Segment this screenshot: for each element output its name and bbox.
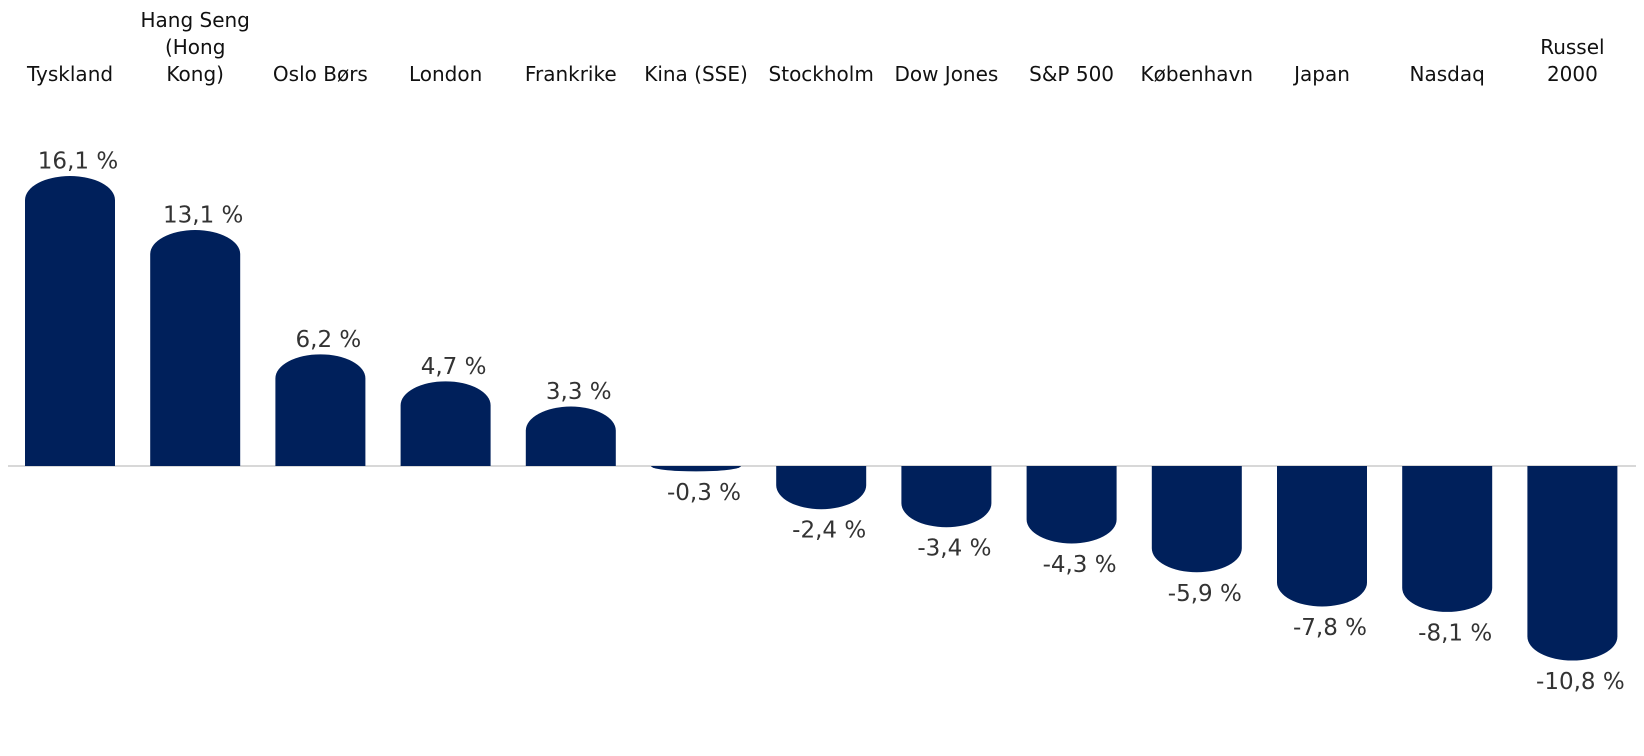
value-label: 16,1 % [38,149,118,175]
bar [25,176,115,466]
bar [1402,466,1493,612]
category-label: London [408,62,483,86]
bar [1151,466,1242,573]
category-label: Frankrike [524,62,617,86]
category-label: Dow Jones [894,62,999,86]
bar [776,466,867,510]
category-label: København [1140,62,1254,86]
bar [1527,466,1618,661]
category-label: Tyskland [26,62,114,86]
value-label: 4,7 % [421,354,487,380]
value-label: -10,8 % [1536,669,1625,695]
bar [525,406,616,466]
category-label: Kina (SSE) [644,62,748,86]
bar [275,354,366,466]
value-label: -0,3 % [667,480,741,506]
category-label: Russel 2000 [1540,35,1605,86]
value-label: 6,2 % [296,327,362,353]
category-label: Nasdaq [1409,62,1485,86]
category-label: Japan [1294,62,1350,86]
bar [400,381,491,466]
category-label: Hang Seng (Hong Kong) [140,8,250,86]
value-label: -2,4 % [792,518,866,544]
bar [1277,466,1367,607]
category-label: Oslo Børs [272,62,368,86]
bar [651,466,741,472]
value-label: -3,4 % [917,536,991,562]
category-label: Stockholm [768,62,874,86]
bar [1026,466,1117,544]
value-label: 13,1 % [163,203,243,229]
value-label: -8,1 % [1418,620,1492,646]
bar [150,230,241,466]
value-label: -5,9 % [1168,581,1242,607]
value-label: -4,3 % [1043,552,1117,578]
bar [901,466,992,528]
category-label: S&P 500 [1029,62,1115,86]
value-label: 3,3 % [546,379,612,405]
value-label: -7,8 % [1293,615,1367,641]
